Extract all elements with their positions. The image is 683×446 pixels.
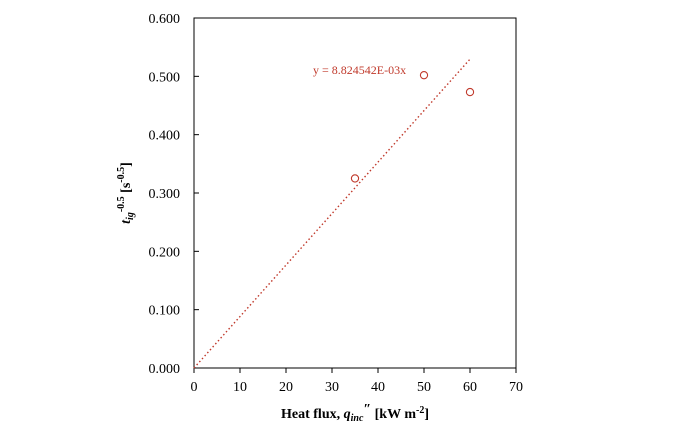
x-tick-label: 70 (509, 380, 523, 395)
y-axis-title-unit-exp: -0.5 (116, 167, 127, 183)
y-tick-label: 0.000 (149, 362, 181, 377)
x-axis: 0 10 20 30 40 50 60 70 (191, 368, 523, 395)
data-point (350, 174, 360, 183)
x-axis-title-primes: ″ (363, 402, 371, 417)
x-tick-label: 30 (325, 380, 339, 395)
y-tick-label: 0.300 (149, 187, 181, 202)
x-axis-title-var: q (344, 407, 351, 422)
x-tick-label: 0 (191, 380, 198, 395)
trendline-equation: y = 8.824542E-03x (313, 63, 406, 77)
y-tick-label: 0.500 (149, 70, 181, 85)
y-tick-label: 0.400 (149, 129, 181, 144)
y-axis-title-var-sub: ig (125, 212, 136, 220)
y-axis: 0.000 0.100 0.200 0.300 0.400 0.500 0.600 (149, 12, 199, 377)
data-points (350, 71, 475, 183)
y-axis-title-var-exp: -0.5 (116, 196, 127, 212)
y-axis-title: tig-0.5 [s-0.5] (116, 162, 136, 224)
trendline (193, 58, 471, 369)
x-axis-title-unit-open: [kW m (371, 407, 416, 422)
x-tick-label: 60 (463, 380, 477, 395)
y-tick-label: 0.600 (149, 12, 181, 27)
data-point (419, 71, 429, 80)
x-tick-label: 20 (279, 380, 293, 395)
y-axis-title-var: t (119, 219, 134, 224)
x-axis-title: Heat flux, qinc″ [kW m-2] (281, 402, 429, 424)
y-tick-label: 0.200 (149, 245, 181, 260)
y-axis-title-unit-open: [s (119, 182, 134, 196)
x-tick-label: 10 (233, 380, 247, 395)
y-tick-label: 0.100 (149, 304, 181, 319)
x-axis-title-unit-close: ] (424, 407, 429, 422)
y-axis-title-unit-close: ] (119, 162, 134, 167)
x-axis-title-var-sub: inc (351, 413, 364, 424)
data-point (465, 87, 475, 97)
trendline-group (193, 58, 471, 369)
x-tick-label: 50 (417, 380, 431, 395)
x-axis-title-base: Heat flux, (281, 407, 344, 422)
x-axis-title-unit-exp: -2 (416, 405, 424, 416)
x-tick-label: 40 (371, 380, 385, 395)
